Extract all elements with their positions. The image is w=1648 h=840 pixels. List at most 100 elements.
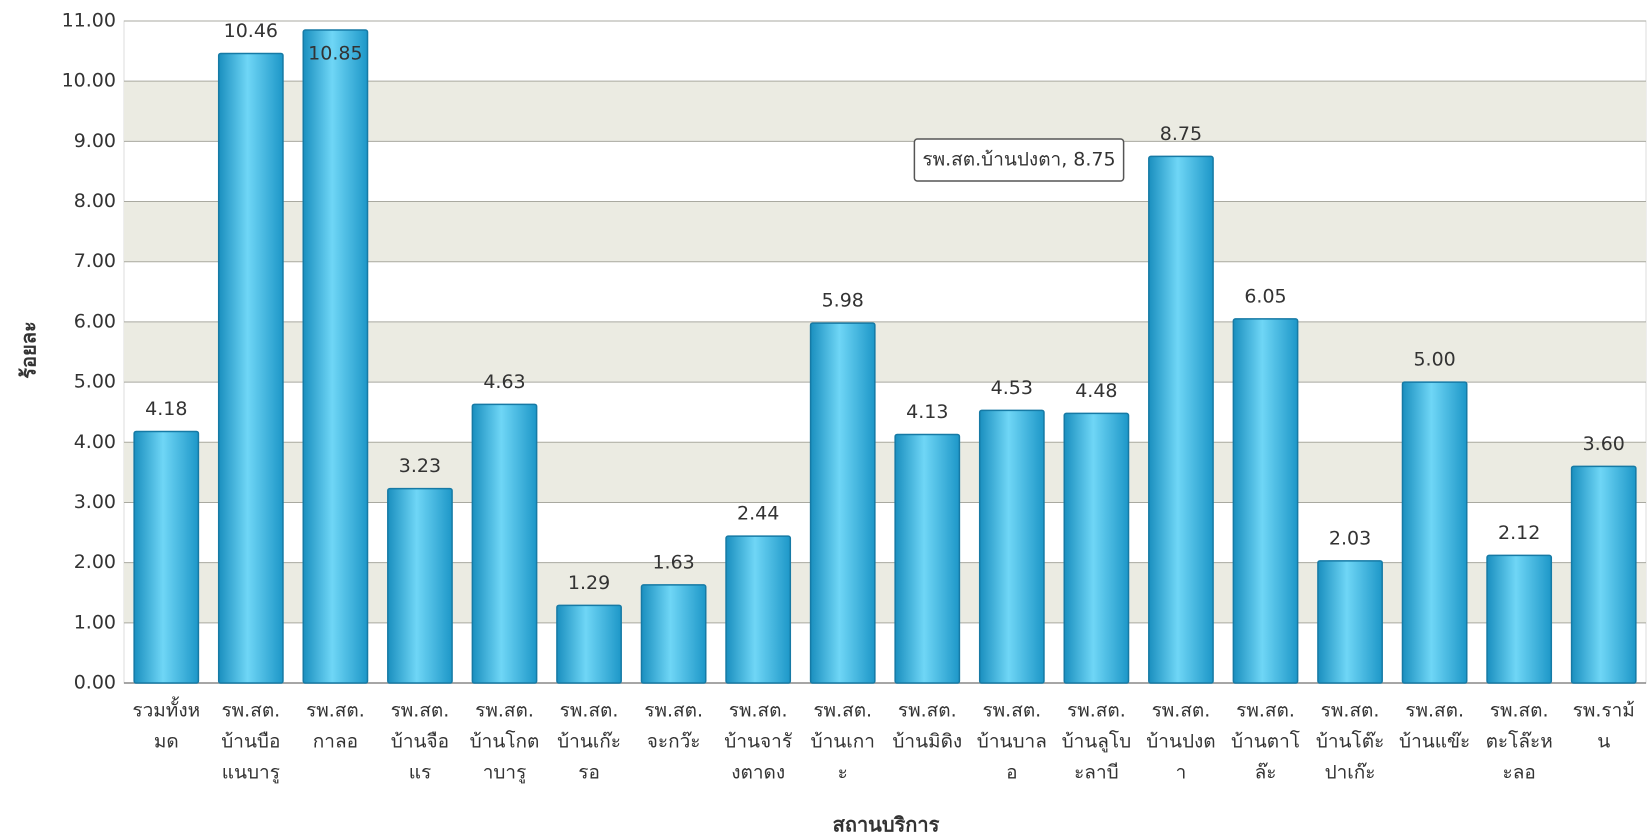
x-tick-label: บ้านมิดิง — [892, 731, 962, 753]
x-tick-label: รพ.สต. — [560, 700, 619, 722]
x-tick-label: รพ.สต. — [1490, 700, 1549, 722]
x-tick-label: รพ.สต. — [1236, 700, 1295, 722]
x-tick-label: รพ.สต. — [813, 700, 872, 722]
y-tick-label: 0.00 — [74, 672, 116, 694]
y-tick-label: 4.00 — [74, 431, 116, 453]
x-tick-label: บ้านเกา — [811, 731, 875, 753]
y-tick-label: 2.00 — [74, 551, 116, 573]
bar — [725, 535, 792, 684]
x-tick-label: บ้านบาล — [977, 731, 1047, 753]
tooltip-box — [913, 138, 1125, 182]
x-tick-label: รพ.สต. — [898, 700, 957, 722]
x-tick-label: าบารู — [483, 762, 527, 784]
x-tick-label: รพ.สต. — [1321, 700, 1380, 722]
x-tick-label: บ้านบือ — [221, 731, 280, 753]
x-tick-label: ล๊ะ — [1255, 762, 1277, 784]
value-label: 4.13 — [906, 401, 948, 423]
x-tick-label: ะลอ — [1503, 762, 1536, 784]
y-tick-label: 7.00 — [74, 250, 116, 272]
value-label: 5.98 — [822, 290, 864, 312]
y-tick-label: 10.00 — [62, 70, 116, 92]
x-tick-label: รพ.สต. — [306, 700, 365, 722]
bar — [894, 433, 961, 684]
x-tick-label: รพ.ราม้ — [1573, 700, 1635, 722]
bar — [1401, 381, 1468, 684]
value-label: 1.63 — [652, 551, 694, 573]
x-tick-label: น — [1597, 731, 1610, 753]
x-tick-label: ะลาบี — [1074, 762, 1119, 784]
x-tick-label: รพ.สต. — [221, 700, 280, 722]
x-tick-label: แร — [409, 762, 431, 784]
grid-band — [124, 321, 1646, 383]
value-label: 5.00 — [1413, 349, 1455, 371]
bar — [1148, 155, 1214, 684]
x-tick-label: บ้านแข๊ะ — [1399, 731, 1470, 753]
bar — [471, 403, 538, 684]
value-label: 2.44 — [737, 503, 779, 525]
x-tick-label: จะกว๊ะ — [647, 731, 701, 753]
x-tick-label: รพ.สต. — [1152, 700, 1211, 722]
value-label: 10.46 — [224, 20, 278, 42]
x-tick-label: รพ.สต. — [644, 700, 703, 722]
x-tick-label: รวมทั้งห — [132, 697, 200, 722]
y-tick-label: 5.00 — [74, 371, 116, 393]
x-tick-label: บ้านเก๊ะ — [557, 731, 621, 753]
tooltip: รพ.สต.บ้านปงตา, 8.75 — [913, 138, 1125, 182]
y-axis-title: ร้อยละ — [17, 321, 41, 378]
x-tick-label: บ้านจารั — [724, 731, 792, 753]
x-tick-label: รพ.สต. — [982, 700, 1041, 722]
tooltip-text: รพ.สต.บ้านปงตา, 8.75 — [922, 149, 1115, 171]
value-label: 2.03 — [1329, 527, 1371, 549]
x-tick-label: บ้านตาโ — [1231, 730, 1300, 753]
value-label: 4.18 — [145, 398, 187, 420]
x-tick-label: กาลอ — [313, 731, 358, 753]
value-label: 3.23 — [399, 455, 441, 477]
x-tick-label: ปาเก๊ะ — [1325, 762, 1376, 784]
bar — [217, 52, 284, 684]
value-label: 3.60 — [1583, 433, 1625, 455]
grid-band — [124, 201, 1646, 262]
x-tick-label: รพ.สต. — [1067, 700, 1126, 722]
x-tick-label: ตะโล๊ะห — [1486, 730, 1553, 753]
x-tick-label: รอ — [578, 762, 600, 784]
grid-band — [124, 81, 1646, 142]
bar — [978, 409, 1045, 684]
value-label: 6.05 — [1244, 285, 1286, 307]
x-tick-label: บ้านโต๊ะ — [1316, 730, 1384, 753]
bar — [1570, 465, 1637, 684]
x-tick-label: รพ.สต. — [1405, 700, 1464, 722]
bar — [556, 604, 622, 684]
x-tick-label: อ — [1006, 762, 1017, 784]
value-label: 10.85 — [308, 43, 362, 65]
value-label: 8.75 — [1160, 123, 1202, 145]
bar — [1063, 412, 1130, 684]
x-tick-label: รพ.สต. — [391, 700, 450, 722]
value-label: 2.12 — [1498, 522, 1540, 544]
y-tick-label: 6.00 — [74, 310, 116, 332]
x-tick-label: รพ.สต. — [475, 700, 534, 722]
x-tick-label: บ้านจือ — [391, 731, 449, 753]
x-tick-label: งตาดง — [731, 762, 785, 784]
x-tick-label: า — [1176, 762, 1187, 784]
bar — [1232, 318, 1299, 684]
bar — [1486, 554, 1553, 684]
x-axis-title: สถานบริการ — [833, 813, 940, 837]
bar — [133, 430, 200, 684]
x-tick-label: รพ.สต. — [729, 700, 788, 722]
bar — [809, 322, 876, 684]
y-tick-label: 1.00 — [74, 611, 116, 633]
y-tick-label: 3.00 — [74, 491, 116, 513]
grid-band — [124, 562, 1646, 623]
x-tick-label: บ้านปงต — [1146, 731, 1215, 753]
value-label: 1.29 — [568, 572, 610, 594]
value-label: 4.48 — [1075, 380, 1117, 402]
y-tick-label: 11.00 — [62, 10, 116, 32]
bar — [640, 584, 707, 684]
value-label: 4.53 — [991, 377, 1033, 399]
bar — [302, 29, 369, 684]
value-label: 4.63 — [483, 371, 525, 393]
bar — [1317, 560, 1383, 684]
y-tick-label: 9.00 — [74, 130, 116, 152]
